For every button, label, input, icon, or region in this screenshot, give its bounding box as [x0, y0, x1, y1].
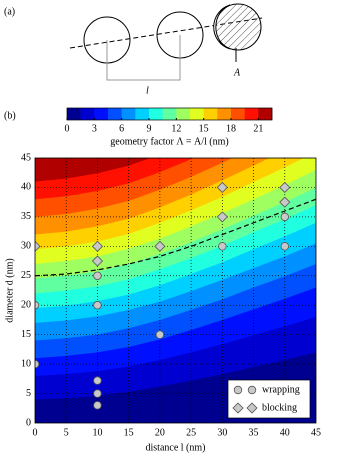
colorbar-tick-label: 12 — [171, 123, 181, 134]
circle-marker — [93, 401, 102, 410]
distance-bracket — [106, 35, 181, 81]
circle-marker — [233, 385, 243, 395]
colorbar-tick-label: 0 — [65, 123, 70, 134]
x-tick-label: 40 — [280, 427, 290, 438]
panel-label: (b) — [4, 110, 16, 121]
colorbar-band — [121, 108, 136, 120]
diamond-marker — [232, 402, 244, 414]
y-axis-label: diameter d (nm) — [4, 258, 15, 322]
colorbar-tick-label: 6 — [119, 123, 124, 134]
diamond-marker — [154, 240, 166, 252]
x-tick-label: 5 — [64, 427, 69, 438]
colorbar-band — [217, 108, 232, 120]
area-label: A — [233, 67, 241, 78]
x-tick-label: 0 — [33, 427, 38, 438]
legend-box — [227, 379, 311, 419]
distance-label: l — [146, 85, 149, 96]
diamond-marker — [91, 255, 104, 267]
y-tick-label: 15 — [21, 329, 31, 340]
diamond-marker — [91, 240, 104, 252]
x-tick-label: 35 — [249, 427, 259, 438]
colorbar-tick-label: 3 — [92, 123, 97, 134]
plot-frame — [34, 157, 317, 424]
colorbar-band — [176, 108, 191, 120]
colorbar-band — [162, 108, 177, 120]
circle-marker — [155, 330, 165, 339]
colorbar-band — [67, 108, 81, 120]
y-tick-label: 40 — [21, 182, 31, 193]
y-tick-label: 20 — [21, 300, 31, 311]
diagram: (a) l A — [4, 3, 263, 96]
x-tick-label: 15 — [124, 427, 134, 438]
x-tick-label: 20 — [155, 427, 165, 438]
circle-marker — [280, 242, 289, 251]
diamond-marker — [35, 240, 41, 252]
x-tick-label: 25 — [186, 427, 196, 438]
circle-marker — [218, 242, 227, 251]
colorbar-band — [80, 108, 95, 120]
circle-marker — [280, 212, 289, 222]
colorbar-band — [94, 108, 109, 120]
colorbar-band — [203, 108, 218, 120]
colorbar-band — [149, 108, 163, 120]
colorbar-band — [258, 108, 273, 120]
colorbar-band — [108, 108, 122, 120]
circle-marker — [93, 301, 102, 310]
diamond-marker — [279, 181, 291, 194]
diamond-marker — [216, 211, 228, 223]
x-tick-label: 10 — [92, 427, 102, 438]
y-tick-label: 0 — [26, 417, 31, 428]
y-tick-label: 45 — [21, 152, 31, 163]
colorbar-band — [135, 108, 150, 120]
y-tick-label: 10 — [21, 358, 31, 369]
x-tick-label: 45 — [311, 427, 321, 438]
colorbar-tick-label: 18 — [226, 123, 236, 134]
circle-marker — [93, 271, 102, 280]
y-tick-label: 25 — [21, 270, 31, 281]
colorbar-band — [231, 108, 245, 120]
colorbar-tick-label: 21 — [253, 123, 263, 134]
colorbar-label: geometry factor Λ = A/l (nm) — [110, 136, 228, 147]
panel-label: (a) — [4, 6, 15, 17]
diamond-marker — [279, 196, 291, 208]
legend-label: blocking — [262, 402, 297, 413]
colorbar-band — [190, 108, 204, 120]
y-tick-label: 5 — [26, 388, 31, 399]
contour-band — [35, 158, 151, 182]
colorbar-band — [244, 108, 259, 120]
cylinder-rim — [213, 4, 231, 50]
x-axis-label: distance l (nm) — [146, 442, 206, 453]
colorbar-tick-label: 15 — [199, 123, 209, 134]
x-tick-label: 30 — [217, 427, 227, 438]
plot-area — [35, 158, 316, 423]
diamond-marker — [246, 402, 258, 414]
legend-label: wrapping — [262, 384, 300, 395]
circle-marker — [247, 385, 257, 395]
y-tick-label: 30 — [21, 241, 31, 252]
colorbar-tick-label: 9 — [147, 123, 152, 134]
circle-marker — [93, 376, 102, 385]
circle-marker — [93, 389, 102, 398]
diamond-marker — [216, 181, 228, 194]
colorbar-frame — [66, 107, 273, 121]
boundary-line — [35, 198, 316, 277]
y-tick-label: 35 — [21, 211, 31, 222]
